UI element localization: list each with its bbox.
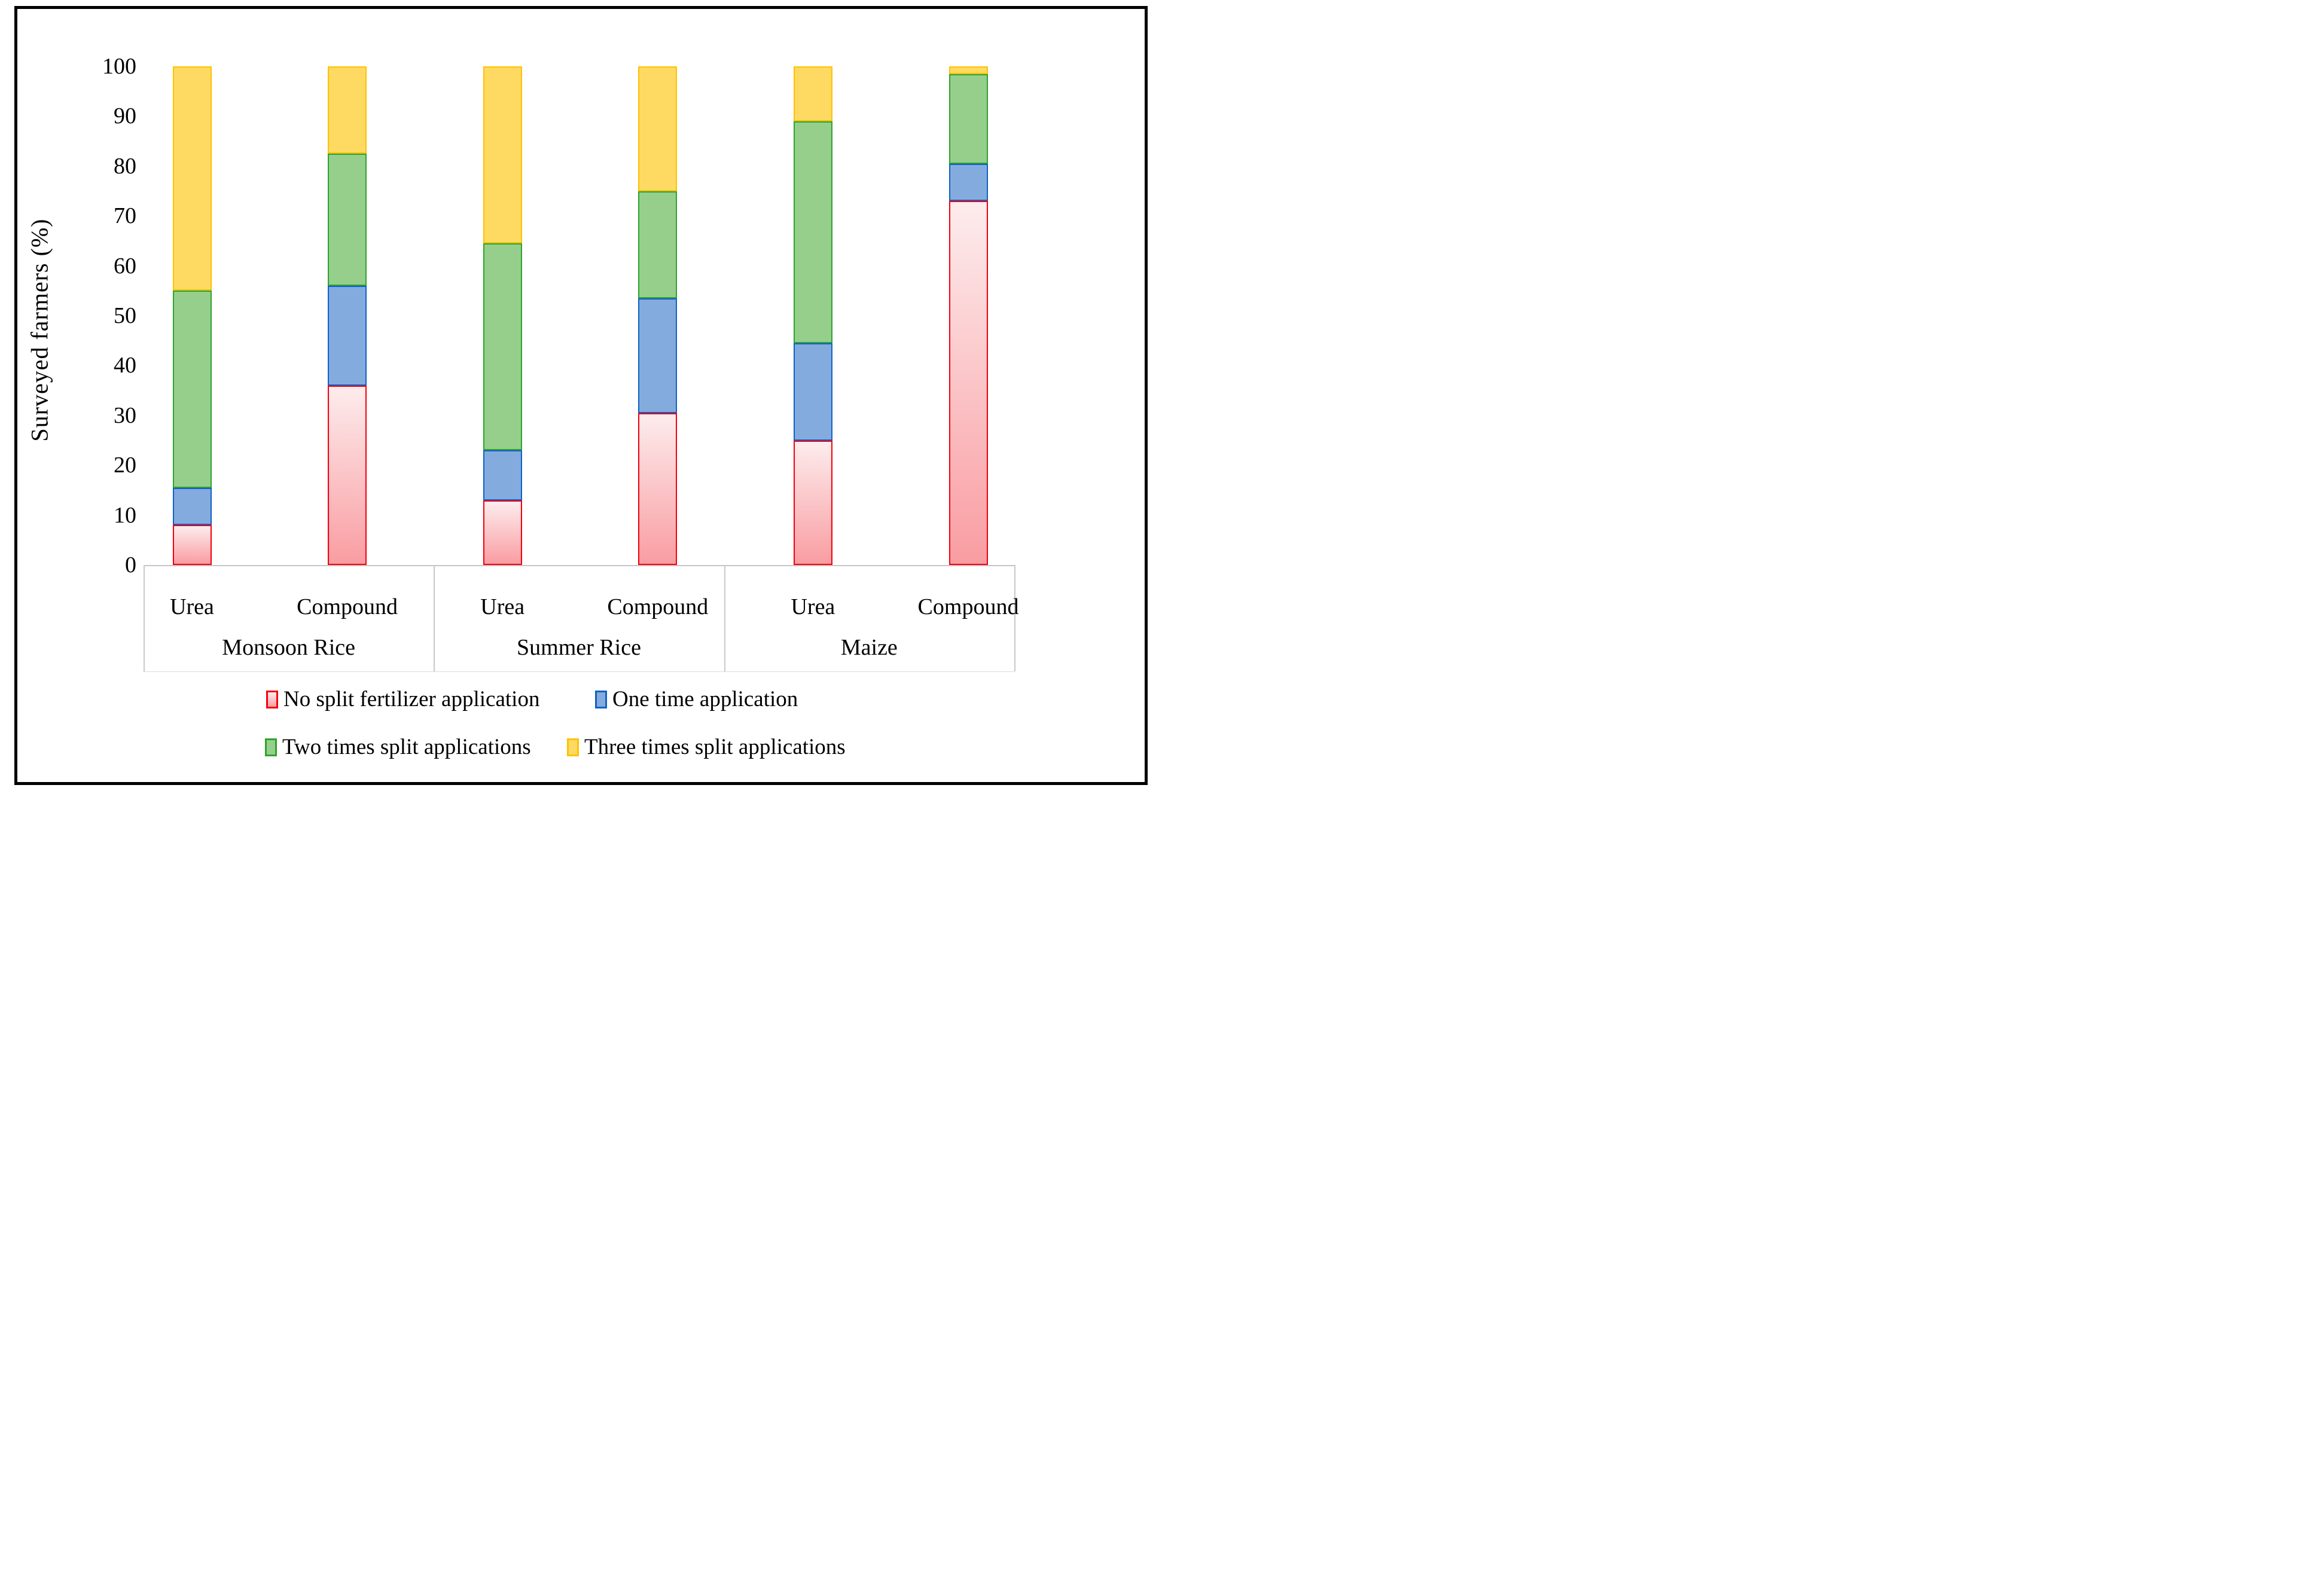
axis-line [434,565,435,671]
fertilizer-type-label: Compound [917,594,1019,619]
bar-segment [638,413,678,565]
axis-line [144,565,1014,566]
stacked-bar-summer-rice-urea [483,66,522,565]
fertilizer-type-label: Urea [170,594,214,619]
bar-segment [483,66,522,244]
stacked-bar-maize-compound [948,66,988,565]
legend-label: One time application [612,687,798,711]
stacked-bar-monsoon-rice-compound [328,66,367,565]
crop-group-label: Maize [840,635,898,660]
legend-item: One time application [595,688,798,711]
bar-segment [172,291,212,488]
y-tick-label: 20 [114,453,136,478]
y-tick-label: 90 [114,103,136,129]
legend-swatch-icon [266,691,278,708]
y-axis-title: Surveyed farmers (%) [26,218,53,442]
bar-segment [638,66,678,191]
fertilizer-type-label: Urea [480,594,525,619]
y-tick-label: 40 [114,353,136,378]
crop-group-label: Summer Rice [517,635,641,660]
bar-segment [328,385,367,565]
y-tick-label: 80 [114,153,136,179]
bar-segment [948,66,988,74]
stacked-bar-maize-urea [793,66,832,565]
legend-swatch-icon [595,691,607,708]
bar-segment [483,500,522,565]
bar-segment [172,487,212,526]
legend-swatch-icon [265,738,277,756]
legend-item: Two times split applications [265,735,531,759]
fertilizer-type-label: Urea [791,594,835,619]
crop-group-label: Monsoon Rice [222,635,356,660]
stacked-bar-monsoon-rice-urea [172,66,212,565]
legend-item: No split fertilizer application [266,688,539,711]
y-tick-label: 100 [102,54,136,79]
figure-border [14,6,1148,785]
fertilizer-type-label: Compound [607,594,709,619]
figure: Surveyed farmers (%) 0 10 20 30 40 50 60 70 80 90… [0,0,1162,791]
bar-segment [948,201,988,565]
bar-segment [793,66,832,121]
bar-segment [638,298,678,413]
bar-segment [793,343,832,441]
y-tick-label: 30 [114,402,136,428]
bar-segment [328,285,367,386]
axis-line [724,565,725,671]
bar-segment [793,121,832,343]
bar-segment [948,74,988,164]
legend-label: Two times split applications [282,735,531,759]
axis-line [1014,565,1015,671]
bar-segment [328,66,367,154]
legend-swatch-icon [567,738,579,756]
axis-line [144,565,145,671]
bar-segment [172,525,212,565]
axis-line [144,671,1014,672]
y-tick-label: 0 [125,552,136,578]
bar-segment [793,440,832,565]
stacked-bar-summer-rice-compound [638,66,678,565]
bar-segment [172,66,212,291]
bar-segment [483,450,522,500]
fertilizer-type-label: Compound [297,594,398,619]
legend-label: Three times split applications [584,735,846,759]
legend-item: Three times split applications [567,735,846,759]
bar-segment [328,153,367,286]
bar-segment [948,163,988,201]
y-tick-label: 70 [114,203,136,229]
bar-segment [638,191,678,298]
y-tick-label: 60 [114,253,136,279]
bar-segment [483,243,522,451]
y-tick-label: 50 [114,303,136,328]
legend-label: No split fertilizer application [283,687,540,711]
y-tick-label: 10 [114,502,136,528]
